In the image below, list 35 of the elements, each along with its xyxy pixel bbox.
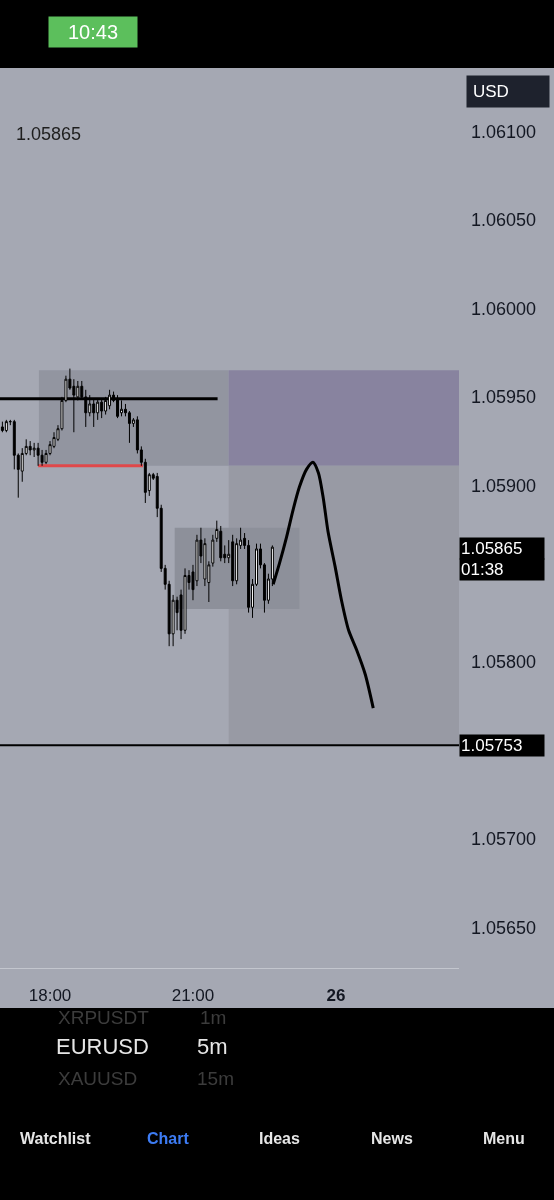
x-tick-label: 18:00: [28, 986, 72, 1006]
text: XAUUSD: [58, 1068, 138, 1089]
candlestick: [36, 442, 40, 467]
text: 15m: [197, 1068, 234, 1089]
candlestick: [183, 567, 187, 635]
text: News: [371, 1130, 413, 1147]
text: 01:38: [461, 560, 504, 579]
y-tick-label: 1.05900: [471, 475, 537, 496]
candlestick: [231, 534, 235, 587]
y-tick-label: 1.06000: [471, 298, 537, 319]
text: Chart: [147, 1130, 190, 1147]
x-tick-label: 26: [326, 986, 346, 1006]
text: Watchlist: [20, 1130, 92, 1147]
candlestick: [219, 525, 223, 562]
annotation: 1.05865: [16, 124, 82, 144]
y-tick-label: 1.05800: [471, 652, 537, 673]
candlestick: [0, 421, 4, 433]
text: Menu: [483, 1130, 525, 1147]
text: EURUSD: [56, 1034, 149, 1059]
candlestick: [28, 440, 32, 456]
y-tick-label: 1.05700: [471, 829, 537, 850]
text: XRPUSDT: [58, 1007, 150, 1028]
y-tick-label: 1.06100: [471, 121, 537, 142]
ref-line-label: 1.05753: [461, 736, 523, 755]
text: 1.05865: [461, 539, 523, 558]
text: USD: [473, 82, 509, 101]
text: 1m: [200, 1007, 227, 1028]
y-tick-label: 1.05650: [471, 917, 537, 938]
text: 10:43: [67, 21, 119, 43]
text: 5m: [197, 1034, 228, 1059]
y-tick-label: 1.05950: [471, 387, 537, 408]
candlestick: [4, 419, 8, 433]
text: Ideas: [259, 1130, 301, 1147]
x-tick-label: 21:00: [171, 986, 215, 1006]
y-tick-label: 1.06050: [471, 210, 537, 231]
